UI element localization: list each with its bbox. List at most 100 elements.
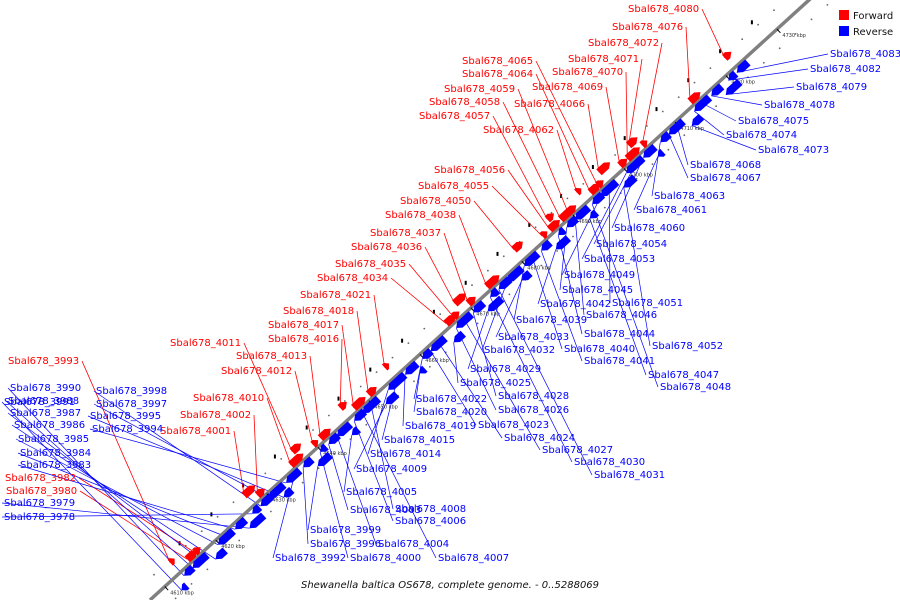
forward-leader-line (492, 115, 548, 220)
reverse-gene-arrow (487, 295, 505, 312)
reverse-leader-line (1, 513, 253, 518)
spacer-dot (603, 206, 606, 209)
spacer-dot (365, 423, 368, 426)
forward-leader-line (507, 169, 550, 230)
reverse-gene-arrow (736, 59, 751, 73)
spacer-dot (667, 148, 670, 151)
spacer-dot (280, 458, 283, 460)
reverse-gene-label: Sbal678_3983 (20, 460, 91, 471)
reverse-gene-arrow (405, 360, 420, 375)
forward-gene-arrow (289, 443, 302, 455)
feature-glyph (528, 222, 531, 227)
spacer-dot (206, 568, 209, 571)
gene-arrows-layer (167, 51, 751, 591)
reverse-gene-arrow (215, 547, 228, 560)
reverse-leader-line (11, 424, 216, 560)
spacer-dot (333, 452, 336, 455)
reverse-gene-arrow (181, 582, 190, 591)
forward-gene-arrow (167, 558, 175, 566)
reverse-gene-arrow (283, 486, 295, 498)
feature-glyph (401, 338, 404, 343)
reverse-leader-line (489, 296, 573, 463)
reverse-gene-arrow (419, 365, 428, 374)
reverse-leader-line (17, 452, 227, 538)
legend-forward-swatch (839, 10, 849, 20)
forward-gene-label: Sbal678_4021 (300, 290, 371, 301)
forward-gene-arrow (192, 547, 201, 556)
reverse-gene-label: Sbal678_4042 (540, 299, 611, 310)
reverse-gene-label: Sbal678_4028 (498, 391, 569, 402)
feature-glyph (655, 107, 658, 112)
reverse-gene-label: Sbal678_4030 (574, 457, 645, 468)
spacer-dot (264, 472, 267, 475)
forward-gene-arrow (624, 147, 640, 162)
feature-glyph (242, 483, 245, 488)
spacer-dot (375, 371, 378, 373)
forward-gene-arrow (241, 485, 256, 499)
forward-gene-arrow (587, 183, 600, 196)
forward-leader-line (535, 73, 591, 193)
forward-leader-line (390, 277, 447, 324)
forward-gene-arrow (365, 386, 377, 398)
forward-gene-arrow (539, 231, 548, 240)
forward-gene-arrow (546, 219, 560, 233)
reverse-gene-arrow (294, 467, 303, 476)
reverse-leader-line (87, 415, 284, 498)
spacer-dot (391, 356, 394, 359)
spacer-dot (508, 293, 511, 296)
spacer-dot (312, 429, 314, 431)
reverse-gene-label: Sbal678_3998 (96, 386, 167, 397)
spacer-dot (550, 211, 553, 214)
reverse-gene-label: Sbal678_4048 (660, 382, 731, 393)
forward-gene-arrow (381, 362, 390, 371)
feature-glyph (337, 396, 340, 401)
reverse-leader-line (381, 382, 397, 441)
feature-glyph (687, 78, 690, 83)
reverse-gene-label: Sbal678_4029 (470, 364, 541, 375)
reverse-gene-arrow (320, 443, 329, 452)
tick-mark (164, 586, 169, 591)
forward-gene-label: Sbal678_4038 (385, 210, 456, 221)
reverse-gene-arrow (725, 78, 743, 95)
spacer-dot (413, 380, 415, 383)
forward-gene-label: Sbal678_4071 (568, 54, 639, 65)
reverse-leader-line (413, 358, 423, 400)
reverse-gene-label: Sbal678_4074 (726, 130, 797, 141)
legend: Forward Reverse (839, 10, 893, 38)
forward-leader-line (625, 71, 628, 159)
reverse-leader-line (370, 405, 394, 510)
reverse-leader-line (736, 53, 829, 73)
spacer-dot (566, 197, 569, 200)
reverse-gene-label: Sbal678_4019 (405, 421, 476, 432)
reverse-gene-label: Sbal678_4033 (498, 332, 569, 343)
forward-gene-arrow (511, 241, 523, 253)
reverse-leader-line (93, 403, 270, 499)
spacer-dot (778, 47, 781, 50)
reverse-leader-line (623, 187, 651, 347)
spacer-dot (317, 467, 320, 469)
forward-gene-label: Sbal678_4035 (335, 259, 406, 270)
forward-gene-arrow (452, 293, 466, 307)
forward-gene-arrow (484, 275, 500, 290)
spacer-dot (407, 342, 410, 344)
forward-gene-label: Sbal678_4058 (429, 97, 500, 108)
legend-reverse-label: Reverse (853, 27, 893, 38)
forward-gene-arrow (450, 311, 460, 320)
reverse-leader-line (581, 173, 627, 260)
forward-gene-label: Sbal678_4070 (552, 67, 623, 78)
reverse-gene-label: Sbal678_4067 (690, 173, 761, 184)
reverse-leader-line (1, 401, 182, 591)
reverse-gene-label: Sbal678_4073 (758, 145, 829, 156)
forward-leader-line (253, 414, 258, 496)
forward-gene-arrow (465, 296, 476, 307)
reverse-gene-label: Sbal678_3979 (4, 498, 75, 509)
spacer-dot (328, 414, 330, 417)
forward-leader-line (517, 88, 569, 213)
spacer-dot (651, 163, 654, 166)
spacer-dot (773, 9, 775, 12)
feature-glyph (432, 309, 435, 314)
reverse-leader-line (498, 289, 593, 476)
reverse-gene-label: Sbal678_4020 (416, 407, 487, 418)
reverse-leader-line (561, 196, 602, 276)
spacer-dot (423, 327, 426, 330)
